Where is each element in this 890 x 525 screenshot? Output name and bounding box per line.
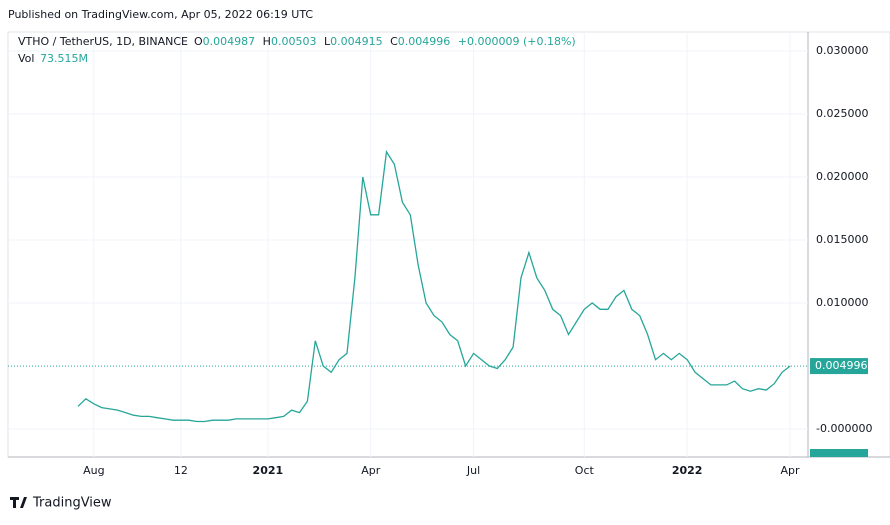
symbol: VTHO / TetherUS, 1D, BINANCE <box>18 35 188 48</box>
logo: TradingView <box>10 496 112 511</box>
y-tick-label: 0.025000 <box>816 107 869 120</box>
grid <box>8 32 808 457</box>
y-tick-label: 0.010000 <box>816 296 869 309</box>
y-tick-label: -0.000000 <box>816 422 872 435</box>
x-tick-label: 2022 <box>672 464 703 477</box>
published-note: Published on TradingView.com, Apr 05, 20… <box>8 8 313 21</box>
x-tick-label: 2021 <box>253 464 284 477</box>
logo-mark <box>10 497 27 508</box>
last-price-badge <box>810 358 868 375</box>
y-tick-label: 0.020000 <box>816 170 869 183</box>
last-price-label: 0.004996 <box>815 359 868 372</box>
x-tick-label: Jul <box>466 464 480 477</box>
high-label: H <box>263 35 271 48</box>
x-tick-label: Aug <box>83 464 104 477</box>
volume-value: 73.515M <box>40 52 88 65</box>
x-tick-label: 12 <box>174 464 188 477</box>
volume-label: Vol <box>18 52 34 65</box>
brand: TradingView <box>32 496 112 511</box>
y-tick-label: 0.030000 <box>816 44 869 57</box>
x-tick-label: Apr <box>361 464 381 477</box>
change: +0.000009 (+0.18%) <box>458 35 576 48</box>
ohlc-legend: O0.004987 H0.00503 L0.004915 C0.004996 +… <box>194 35 576 48</box>
volume-axis-badge <box>810 449 868 457</box>
close-label: C <box>390 35 398 48</box>
price-line <box>77 149 791 423</box>
low-label: L <box>324 35 331 48</box>
x-tick-label: Apr <box>780 464 800 477</box>
y-tick-label: 0.015000 <box>816 233 869 246</box>
high: 0.00503 <box>271 35 317 48</box>
open: 0.004987 <box>203 35 256 48</box>
x-tick-label: Oct <box>575 464 595 477</box>
low: 0.004915 <box>330 35 383 48</box>
open-label: O <box>194 35 203 48</box>
close: 0.004996 <box>398 35 451 48</box>
plot <box>8 149 808 423</box>
